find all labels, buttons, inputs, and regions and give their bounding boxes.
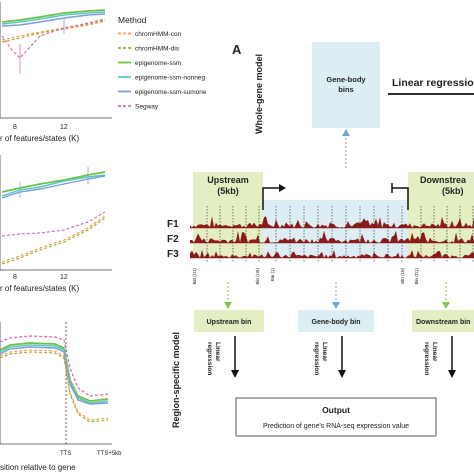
downstream-size: (5kb) — [442, 186, 464, 196]
track-label-f2: F2 — [167, 234, 179, 245]
legend-item: epigenome-ssm-sumone — [118, 89, 207, 96]
series-segway — [1, 18, 106, 59]
top-xtick-12: 12 — [60, 124, 68, 131]
legend: Method chromHMM-con chromHMM-dis epigenome… — [118, 15, 207, 111]
downstream-bin-box — [412, 310, 474, 332]
downstream-bin-label: Downstream bin — [416, 319, 470, 326]
tes-marker — [392, 187, 409, 210]
top-line-chart: 8 12 r of features/states (K) — [0, 2, 112, 143]
signal-track-1 — [190, 216, 474, 228]
series-epigenome-ssm-nonneg — [1, 11, 106, 25]
legend-item: epigenome-ssm — [118, 60, 181, 67]
bottom-xtick-tts5kb: TTS+5kb — [97, 451, 122, 457]
gene-body-bins-line2: bins — [338, 85, 353, 94]
middle-line-chart: 8 12 r of features/states (K) — [0, 155, 112, 293]
legend-label: chromHMM-dis — [135, 46, 180, 53]
upstream-bin-label: Upstream bin — [207, 319, 252, 326]
upstream-label: Upstream — [207, 175, 249, 185]
regression-arrow-downstream: Linear regression — [423, 336, 456, 378]
series-chromhmm-con — [1, 19, 106, 41]
mid-xtick-8: 8 — [13, 274, 17, 281]
track-label-f1: F1 — [167, 219, 179, 230]
legend-item: epigenome-ssm-nonneg — [118, 75, 205, 82]
legend-label: epigenome-ssm-sumone — [135, 89, 207, 96]
legend-item: chromHMM-con — [118, 31, 182, 38]
legend-label: epigenome-ssm-nonneg — [135, 75, 205, 82]
svg-text:Linear: Linear — [214, 342, 221, 362]
output-text: Prediction of gene's RNA-seq expression … — [263, 423, 409, 430]
svg-text:regression: regression — [423, 342, 430, 375]
bottom-xlabel: sition relative to gene — [0, 463, 76, 472]
mid-xlabel: r of features/states (K) — [0, 284, 79, 293]
downstream-region — [408, 172, 474, 258]
legend-label: Segway — [135, 104, 159, 111]
series-epigenome-ssm — [1, 9, 106, 23]
signal-track-3 — [190, 249, 474, 258]
linear-regression-top: Linear regression — [392, 77, 474, 89]
gene-body-bin-label: Gene-body bin — [312, 319, 361, 326]
top-xtick-8: 8 — [13, 124, 17, 131]
bin-label-1: Bin (1) — [270, 268, 275, 282]
top-xlabel: r of features/states (K) — [0, 134, 79, 143]
legend-item: Segway — [118, 104, 159, 111]
upstream-size: (5kb) — [217, 186, 239, 196]
mid-xtick-12: 12 — [60, 274, 68, 281]
panel-letter: A — [232, 42, 242, 57]
series-chromhmm-dis — [1, 20, 106, 43]
svg-text:Linear: Linear — [431, 342, 438, 362]
legend-title: Method — [118, 15, 147, 25]
downstream-label: Downstrea — [420, 175, 467, 185]
gene-body-bins-line1: Gene-body — [326, 75, 366, 84]
upstream-region — [193, 172, 263, 258]
upstream-bin-box — [194, 310, 264, 332]
gene-body-bins-box — [312, 42, 380, 128]
legend-label: epigenome-ssm — [135, 60, 181, 67]
svg-text:regression: regression — [206, 342, 213, 375]
svg-text:Linear: Linear — [321, 342, 328, 362]
legend-item: chromHMM-dis — [118, 46, 180, 53]
gene-body-region — [263, 200, 408, 258]
bin-label-d1: Bin (D1) — [414, 268, 419, 285]
regression-arrow-upstream: Linear regression — [206, 336, 239, 378]
bin-label-u1: Bin (U1) — [192, 268, 197, 285]
tss-arrow — [262, 187, 280, 210]
output-title: Output — [322, 405, 350, 415]
svg-text:regression: regression — [313, 342, 320, 375]
bin-label-u5: Bin (U5) — [255, 268, 260, 285]
regression-arrow-genebody: Linear regression — [313, 336, 346, 378]
whole-gene-label: Whole-gene model — [254, 54, 264, 134]
series-epigenome-ssm-sumone — [1, 13, 106, 27]
region-specific-label: Region-specific model — [171, 332, 181, 428]
legend-label: chromHMM-con — [135, 31, 182, 38]
signal-track-2 — [190, 230, 474, 243]
output-box — [235, 397, 437, 437]
gene-body-bin-box — [298, 310, 374, 332]
track-label-f3: F3 — [167, 249, 179, 260]
bottom-line-chart: TTS TTS+5kb sition relative to gene — [0, 322, 122, 472]
bin-dividers — [206, 206, 474, 262]
bottom-xtick-tts: TTS — [60, 451, 71, 457]
bin-label-10: Bin (10) — [400, 268, 405, 284]
